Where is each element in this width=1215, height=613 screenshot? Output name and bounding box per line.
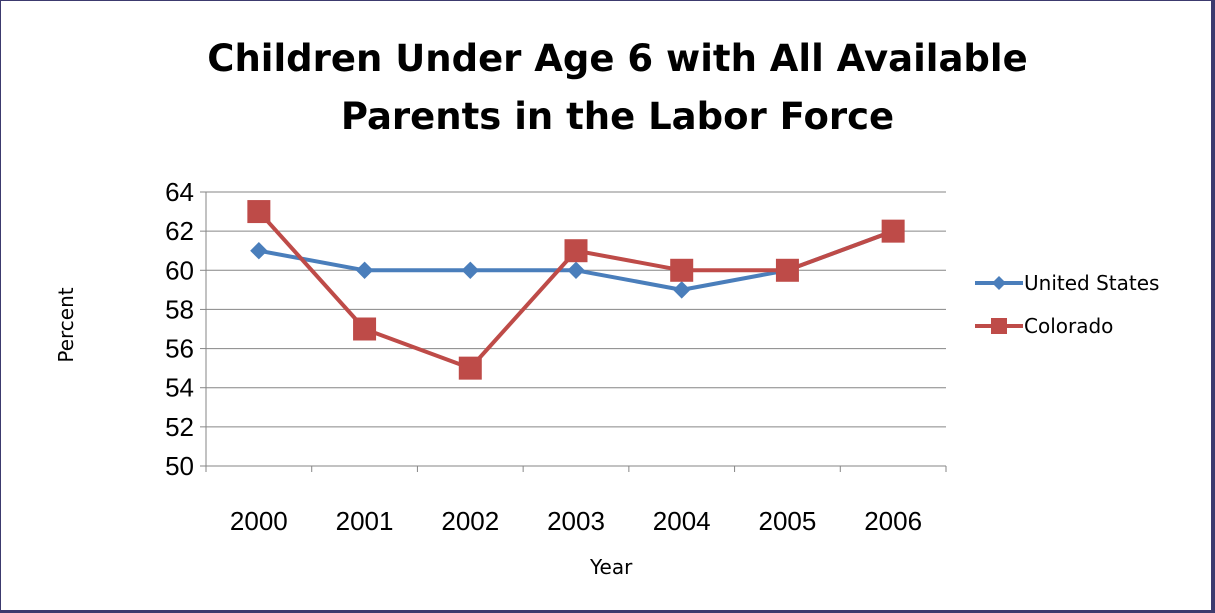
data-point-colorado xyxy=(670,258,694,282)
x-tick-label: 2001 xyxy=(336,506,394,536)
data-point-united-states xyxy=(355,261,374,279)
data-point-colorado xyxy=(247,200,271,224)
x-tick-label: 2005 xyxy=(759,506,817,536)
y-tick-label: 60 xyxy=(165,255,194,285)
x-tick-label: 2000 xyxy=(230,506,288,536)
y-tick-label: 58 xyxy=(165,294,194,324)
data-point-colorado xyxy=(458,356,482,380)
data-point-united-states xyxy=(461,261,479,279)
y-tick-label: 56 xyxy=(165,334,194,364)
legend-marker-colorado xyxy=(991,318,1007,334)
legend-marker-united-states xyxy=(992,276,1006,290)
data-point-united-states xyxy=(673,281,691,299)
x-tick-label: 2002 xyxy=(441,506,499,536)
data-point-colorado xyxy=(881,219,905,243)
data-point-colorado xyxy=(353,317,377,341)
data-point-colorado xyxy=(775,258,799,282)
x-tick-label: 2006 xyxy=(864,506,922,536)
frame-shadow-right xyxy=(1211,0,1215,613)
x-tick-label: 2003 xyxy=(547,506,605,536)
legend-label-colorado: Colorado xyxy=(1024,314,1113,338)
y-tick-label: 62 xyxy=(165,216,194,246)
y-tick-label: 50 xyxy=(165,451,194,481)
legend-label-united-states: United States xyxy=(1024,271,1159,295)
x-tick-label: 2004 xyxy=(653,506,711,536)
x-axis-label: Year xyxy=(590,555,633,579)
data-point-united-states xyxy=(567,261,585,279)
y-tick-label: 52 xyxy=(165,412,194,442)
series-line-colorado xyxy=(257,210,894,371)
y-tick-label: 54 xyxy=(165,373,194,403)
data-point-united-states xyxy=(250,242,268,260)
data-point-colorado xyxy=(564,239,588,263)
y-tick-label: 64 xyxy=(165,177,194,207)
frame-shadow-bottom xyxy=(0,610,1215,613)
chart-title: Children Under Age 6 with All Available … xyxy=(207,37,1028,138)
